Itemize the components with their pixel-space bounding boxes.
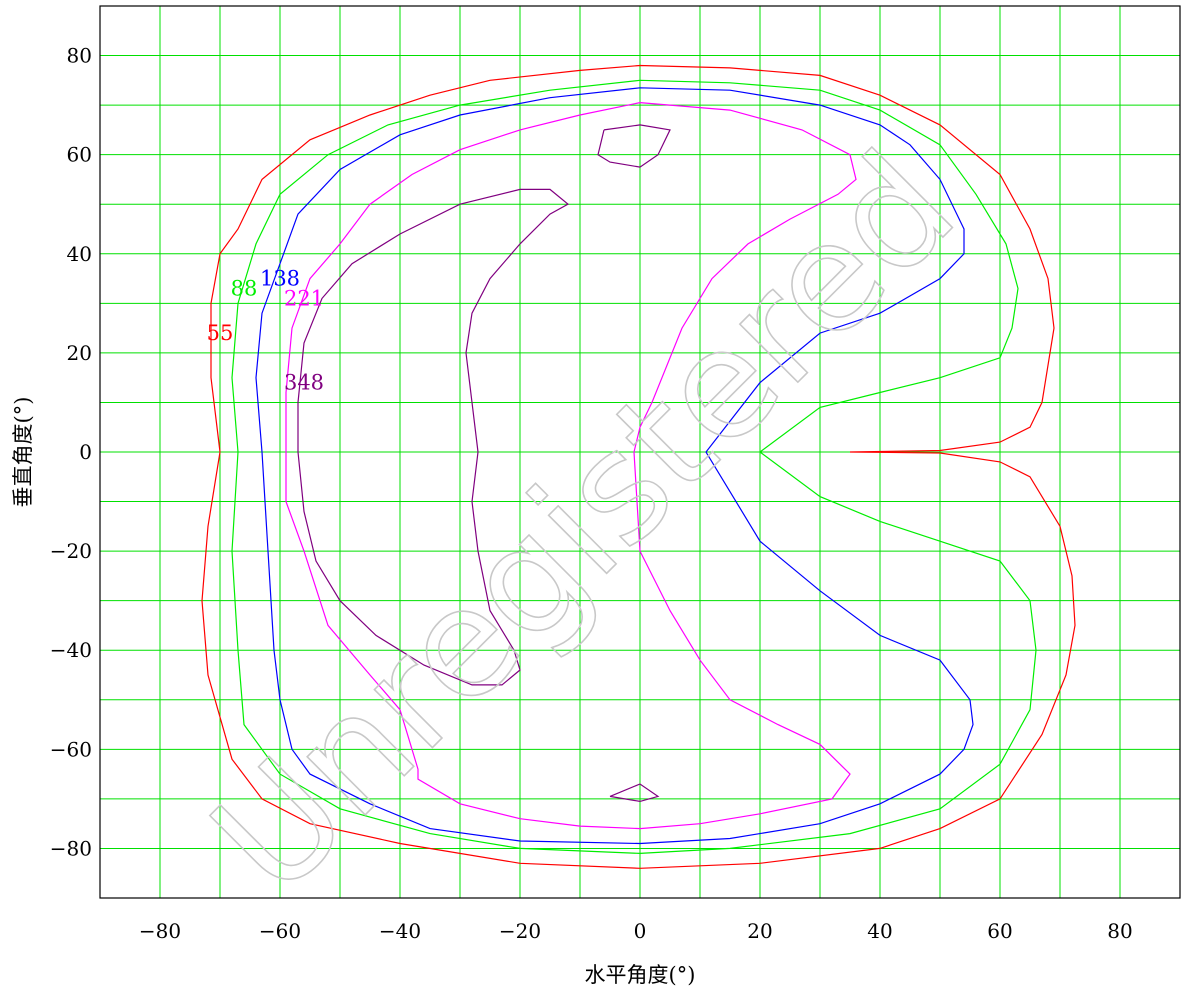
contour-lines [201, 64, 1076, 869]
x-tick-label: 0 [634, 919, 647, 943]
y-tick-label: 60 [67, 143, 92, 167]
x-tick-label: 40 [867, 919, 892, 943]
plot-frame [99, 5, 1181, 899]
contour-line-221 [285, 101, 857, 830]
x-tick-label: −60 [259, 919, 301, 943]
x-tick-label: 60 [987, 919, 1012, 943]
contour-label-348: 348 [284, 371, 324, 395]
x-tick-label: 20 [747, 919, 772, 943]
x-tick-label: −80 [139, 919, 181, 943]
contour-label-138: 138 [260, 267, 300, 291]
contour-line-348 [609, 783, 660, 803]
y-tick-labels: −80 −60 −40 −20 0 20 40 60 80 [50, 44, 92, 861]
contour-line-88 [231, 79, 1037, 855]
y-tick-label: 20 [67, 341, 92, 365]
contour-line-138 [255, 87, 974, 845]
y-tick-label: −20 [50, 539, 92, 563]
y-tick-label: −80 [50, 836, 92, 860]
y-tick-label: 0 [79, 440, 92, 464]
y-tick-label: 40 [67, 242, 92, 266]
contour-line-55 [201, 64, 1076, 869]
y-tick-label: −40 [50, 638, 92, 662]
x-axis-label: 水平角度(°) [585, 963, 696, 987]
y-tick-label: −60 [50, 737, 92, 761]
y-axis-label: 垂直角度(°) [11, 397, 35, 508]
x-tick-label: 80 [1107, 919, 1132, 943]
contour-label-221: 221 [284, 286, 324, 310]
x-tick-label: −40 [379, 919, 421, 943]
contour-label-55: 55 [207, 321, 234, 345]
watermark: Unregistered [180, 120, 987, 927]
contour-line-348 [297, 188, 570, 686]
contour-label-88: 88 [231, 276, 258, 300]
x-tick-label: −20 [499, 919, 541, 943]
x-tick-labels: −80 −60 −40 −20 0 20 40 60 80 [139, 919, 1133, 943]
contour-line-348 [597, 124, 671, 168]
y-tick-label: 80 [67, 44, 92, 68]
